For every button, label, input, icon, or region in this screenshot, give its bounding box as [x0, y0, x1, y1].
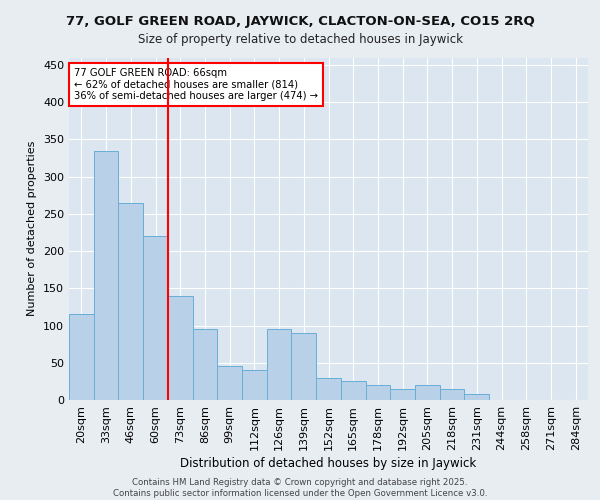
- Text: Contains HM Land Registry data © Crown copyright and database right 2025.
Contai: Contains HM Land Registry data © Crown c…: [113, 478, 487, 498]
- Bar: [143, 236, 168, 400]
- Bar: [464, 394, 489, 400]
- Bar: [365, 385, 390, 400]
- Bar: [316, 378, 341, 400]
- Bar: [193, 330, 217, 400]
- Text: 77, GOLF GREEN ROAD, JAYWICK, CLACTON-ON-SEA, CO15 2RQ: 77, GOLF GREEN ROAD, JAYWICK, CLACTON-ON…: [65, 15, 535, 28]
- Bar: [94, 150, 118, 400]
- Bar: [440, 389, 464, 400]
- Bar: [415, 385, 440, 400]
- Y-axis label: Number of detached properties: Number of detached properties: [28, 141, 37, 316]
- Bar: [217, 366, 242, 400]
- Bar: [267, 330, 292, 400]
- Bar: [118, 202, 143, 400]
- Bar: [292, 333, 316, 400]
- Bar: [69, 314, 94, 400]
- Bar: [168, 296, 193, 400]
- Bar: [341, 382, 365, 400]
- X-axis label: Distribution of detached houses by size in Jaywick: Distribution of detached houses by size …: [181, 457, 476, 470]
- Text: 77 GOLF GREEN ROAD: 66sqm
← 62% of detached houses are smaller (814)
36% of semi: 77 GOLF GREEN ROAD: 66sqm ← 62% of detac…: [74, 68, 318, 101]
- Bar: [390, 389, 415, 400]
- Text: Size of property relative to detached houses in Jaywick: Size of property relative to detached ho…: [137, 32, 463, 46]
- Bar: [242, 370, 267, 400]
